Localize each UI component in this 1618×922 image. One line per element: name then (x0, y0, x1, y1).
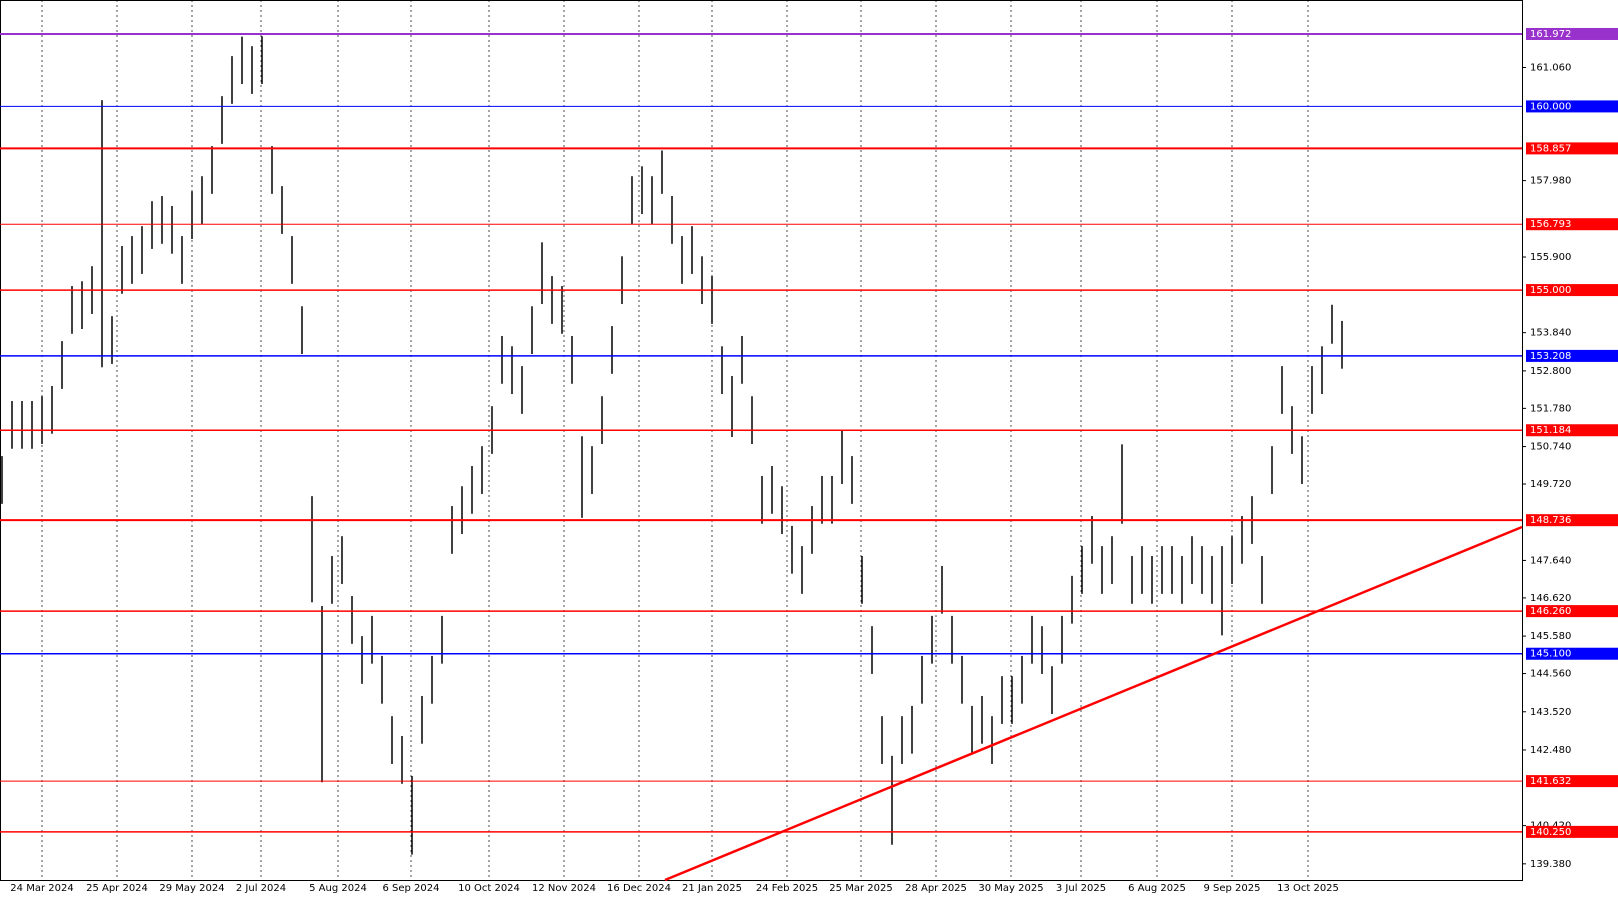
level-label: 160.000 (1530, 101, 1571, 112)
level-label-box (1526, 142, 1618, 155)
plot-frame (0, 0, 1523, 881)
level-label-box (1526, 218, 1618, 231)
x-tick-label: 25 Mar 2025 (829, 883, 892, 894)
x-tick-label: 21 Jan 2025 (682, 883, 742, 894)
level-label-box (1526, 514, 1618, 527)
x-tick-label: 9 Sep 2025 (1203, 883, 1260, 894)
x-tick-label: 2 Jul 2024 (236, 883, 286, 894)
y-tick-label: 146.620 (1530, 593, 1571, 604)
y-tick-label: 157.980 (1530, 176, 1571, 187)
y-tick-label: 145.580 (1530, 631, 1571, 642)
level-label: 141.632 (1530, 776, 1571, 787)
trend-line (664, 525, 1523, 882)
level-label: 146.260 (1530, 606, 1571, 617)
x-tick-label: 6 Sep 2024 (382, 883, 439, 894)
y-tick-label: 150.740 (1530, 442, 1571, 453)
level-label-box (1526, 349, 1618, 362)
level-label: 148.736 (1530, 515, 1571, 526)
x-tick-label: 6 Aug 2025 (1128, 883, 1186, 894)
x-tick-label: 12 Nov 2024 (532, 883, 596, 894)
x-tick-label: 25 Apr 2024 (86, 883, 148, 894)
x-tick-label: 30 May 2025 (978, 883, 1043, 894)
level-label: 155.000 (1530, 285, 1571, 296)
x-tick-label: 24 Feb 2025 (756, 883, 818, 894)
level-label-box (1526, 647, 1618, 660)
level-label-box (1526, 825, 1618, 838)
x-tick-label: 28 Apr 2025 (905, 883, 967, 894)
level-label-box (1526, 284, 1618, 297)
x-tick-label: 3 Jul 2025 (1056, 883, 1106, 894)
level-label: 153.208 (1530, 351, 1571, 362)
level-label-box (1526, 424, 1618, 437)
level-label: 140.250 (1530, 827, 1571, 838)
x-tick-label: 13 Oct 2025 (1277, 883, 1339, 894)
level-label: 156.793 (1530, 219, 1571, 230)
y-tick-label: 151.780 (1530, 403, 1571, 414)
y-tick-label: 142.480 (1530, 745, 1571, 756)
level-label-box (1526, 605, 1618, 618)
y-tick-label: 139.380 (1530, 859, 1571, 870)
level-label: 151.184 (1530, 425, 1571, 436)
x-tick-label: 16 Dec 2024 (607, 883, 671, 894)
y-tick-label: 147.640 (1530, 555, 1571, 566)
level-label-box (1526, 100, 1618, 113)
y-tick-label: 161.060 (1530, 62, 1571, 73)
x-tick-label: 24 Mar 2024 (10, 883, 73, 894)
level-label-box (1526, 775, 1618, 788)
y-tick-label: 143.520 (1530, 707, 1571, 718)
level-label: 161.972 (1530, 29, 1571, 40)
level-label: 145.100 (1530, 649, 1571, 660)
x-tick-label: 29 May 2024 (159, 883, 224, 894)
y-tick-label: 152.800 (1530, 366, 1571, 377)
level-label-box (1526, 27, 1618, 40)
x-tick-label: 5 Aug 2024 (309, 883, 367, 894)
y-tick-label: 144.560 (1530, 669, 1571, 680)
y-tick-label: 155.900 (1530, 252, 1571, 263)
x-tick-label: 10 Oct 2024 (458, 883, 520, 894)
level-label: 158.857 (1530, 143, 1571, 154)
y-tick-label: 153.840 (1530, 328, 1571, 339)
y-tick-label: 149.720 (1530, 479, 1571, 490)
